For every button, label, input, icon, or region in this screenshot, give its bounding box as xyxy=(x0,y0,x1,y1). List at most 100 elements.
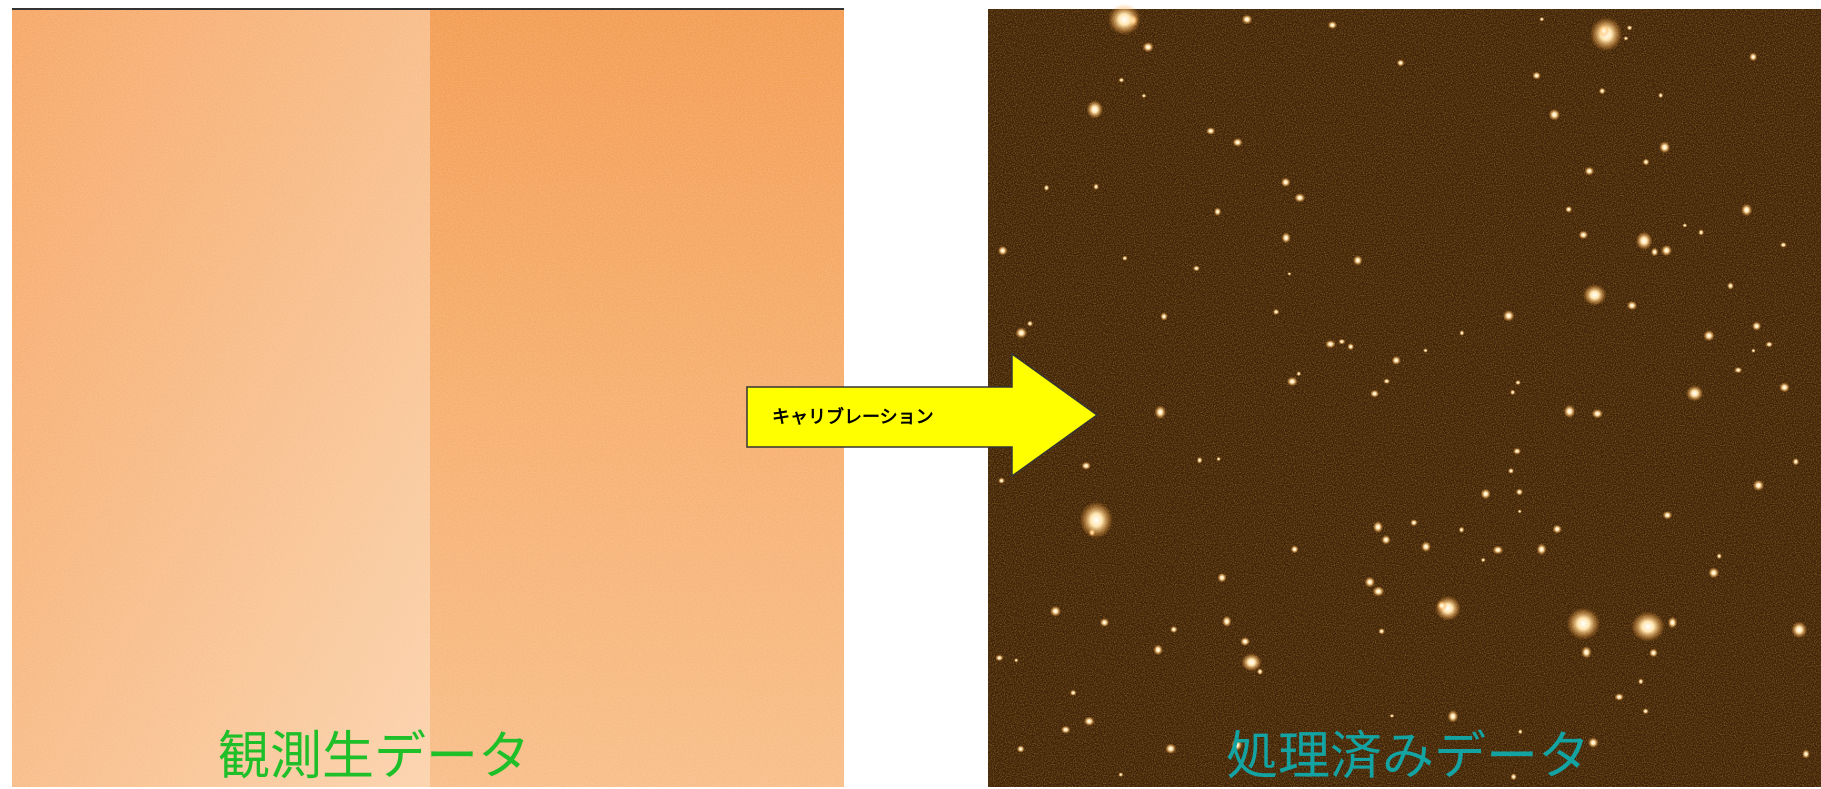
star xyxy=(1682,223,1687,227)
star xyxy=(1791,622,1807,639)
star xyxy=(1493,546,1504,555)
star xyxy=(1087,100,1104,118)
star xyxy=(1070,690,1077,696)
star xyxy=(1217,573,1226,583)
star xyxy=(1638,678,1644,684)
raw-label: 観測生データ xyxy=(218,727,530,787)
star xyxy=(1153,644,1163,655)
star xyxy=(1378,628,1385,634)
star xyxy=(1793,458,1800,466)
processed-label: 処理済みデータ xyxy=(1226,727,1590,787)
star xyxy=(998,246,1008,256)
star xyxy=(1084,717,1095,727)
star xyxy=(1553,525,1562,534)
star xyxy=(1119,78,1125,83)
star xyxy=(1241,653,1261,671)
star xyxy=(1766,341,1773,347)
star xyxy=(1592,409,1603,419)
star xyxy=(1093,183,1099,190)
star xyxy=(1599,88,1606,95)
star xyxy=(1061,726,1071,734)
star xyxy=(1206,127,1215,135)
star xyxy=(1615,693,1624,701)
star xyxy=(1649,648,1658,657)
star xyxy=(1627,301,1637,310)
star xyxy=(1437,601,1447,611)
star xyxy=(1044,185,1050,191)
star xyxy=(1410,519,1418,526)
page: 観測生データ 処理済みデータ キャリブレーション (() => { const … xyxy=(0,0,1821,789)
star xyxy=(1708,567,1719,578)
raw-noise xyxy=(12,9,844,787)
star xyxy=(1242,15,1253,25)
star xyxy=(1663,511,1673,519)
star xyxy=(1503,310,1515,321)
star xyxy=(1197,457,1203,464)
star xyxy=(1353,255,1362,265)
star xyxy=(1631,612,1665,642)
processed-image: 処理済みデータ xyxy=(988,4,1821,787)
raw-image: 観測生データ xyxy=(12,9,844,787)
star xyxy=(1753,480,1764,491)
star xyxy=(1122,256,1127,261)
star xyxy=(1623,36,1628,40)
star xyxy=(1381,535,1390,545)
star xyxy=(1481,489,1491,500)
star xyxy=(1627,25,1633,30)
star xyxy=(1751,348,1755,353)
star xyxy=(1233,138,1243,147)
star xyxy=(995,655,1003,662)
star xyxy=(1365,577,1376,588)
star xyxy=(1287,377,1298,386)
star xyxy=(1423,348,1428,352)
diagram: 観測生データ 処理済みデータ キャリブレーション xyxy=(0,0,1821,789)
star xyxy=(1294,193,1305,202)
star xyxy=(1651,248,1659,257)
star xyxy=(1515,380,1521,385)
star xyxy=(1516,489,1523,496)
star xyxy=(1282,232,1291,243)
star xyxy=(1510,390,1515,396)
star xyxy=(1193,265,1200,271)
star xyxy=(1565,206,1572,213)
star xyxy=(1448,710,1459,723)
star xyxy=(1532,72,1541,80)
star xyxy=(1636,232,1653,250)
star xyxy=(1081,462,1091,470)
star xyxy=(1027,321,1033,327)
star xyxy=(1581,646,1591,658)
star xyxy=(1549,109,1560,121)
star xyxy=(1599,25,1610,38)
star xyxy=(1325,340,1335,348)
star xyxy=(1291,545,1299,553)
star xyxy=(1518,509,1522,513)
star xyxy=(1100,618,1109,627)
star xyxy=(1661,245,1672,256)
star xyxy=(1370,390,1379,398)
star xyxy=(1014,658,1018,662)
star xyxy=(1741,204,1752,217)
star xyxy=(1752,322,1761,331)
star xyxy=(1143,42,1154,52)
star xyxy=(1015,327,1027,338)
star xyxy=(1108,4,1141,35)
star xyxy=(1539,17,1544,22)
star xyxy=(1160,313,1167,321)
star xyxy=(1537,544,1547,556)
star xyxy=(1698,229,1704,236)
star xyxy=(1338,339,1345,345)
star xyxy=(1513,448,1521,455)
star xyxy=(1734,367,1742,373)
star xyxy=(1397,59,1405,66)
star xyxy=(1717,553,1722,559)
star xyxy=(1273,309,1280,315)
star xyxy=(1802,749,1810,758)
star xyxy=(1659,141,1670,153)
star xyxy=(1050,606,1061,617)
star xyxy=(1642,708,1648,714)
star xyxy=(1668,617,1678,629)
star xyxy=(1727,282,1734,289)
star xyxy=(1392,356,1401,365)
star xyxy=(1780,242,1787,248)
star xyxy=(1214,207,1221,216)
